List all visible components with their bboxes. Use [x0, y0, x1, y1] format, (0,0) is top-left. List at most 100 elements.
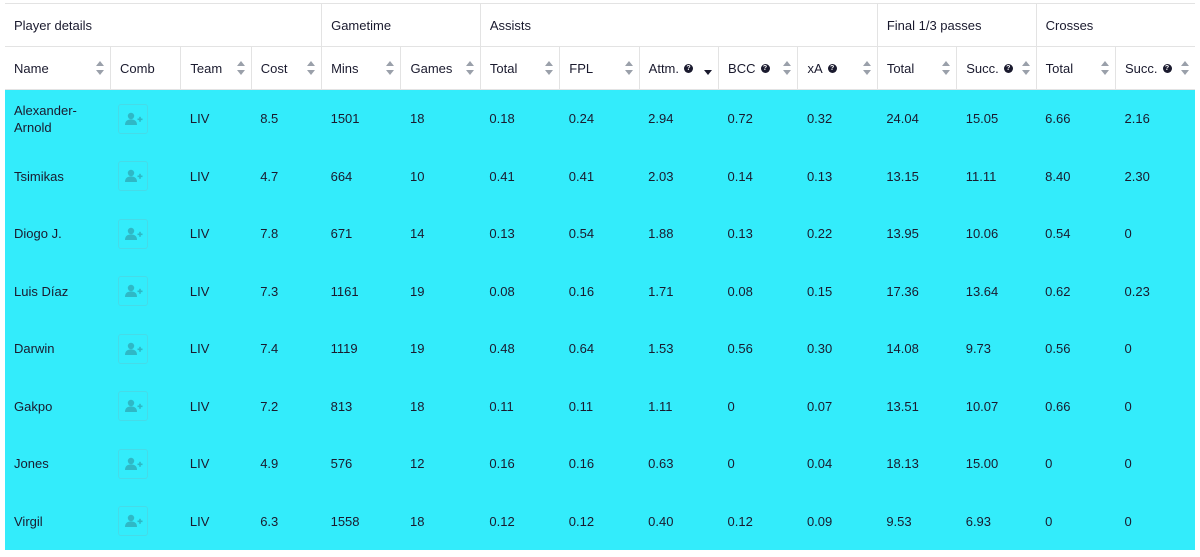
cell-cost: 7.3 — [251, 262, 322, 320]
column-header-assists-total[interactable]: Total — [480, 46, 561, 90]
column-group-crosses: Crosses — [1036, 3, 1195, 47]
table-row: Darwin LIV 7.4 1119 19 0.48 0.64 1.53 0.56 0.30 14… — [5, 320, 1195, 378]
sort-icon[interactable] — [465, 61, 474, 75]
cell-xa: 0.32 — [797, 89, 878, 148]
column-header-gametime-mins[interactable]: Mins — [321, 46, 402, 90]
add-to-comparison-button[interactable] — [117, 391, 148, 422]
cell-cost: 4.7 — [251, 147, 322, 205]
sort-up-arrow — [545, 61, 554, 66]
column-header-assists-xa[interactable]: xA? — [797, 46, 878, 90]
add-to-comparison-button[interactable] — [117, 448, 148, 479]
sort-icon[interactable] — [545, 61, 554, 75]
column-header-label: Cost — [260, 61, 288, 77]
comb-cell — [110, 435, 181, 493]
cell-crosses-succ: 0 — [1115, 435, 1195, 493]
cell-final-total: 17.36 — [877, 262, 957, 320]
column-header-player-details-name[interactable]: Name — [5, 46, 112, 90]
column-header-label: Total — [1045, 61, 1074, 77]
cell-fpl: 0.11 — [559, 377, 640, 435]
cell-crosses-total: 0.56 — [1036, 320, 1116, 378]
add-to-comparison-button[interactable] — [117, 161, 148, 192]
cell-attm: 2.94 — [639, 89, 719, 148]
column-header-assists-fpl[interactable]: FPL — [559, 46, 640, 90]
cell-team: LIV — [180, 435, 252, 493]
cell-final-total: 9.53 — [877, 492, 957, 550]
comb-cell — [110, 492, 181, 550]
cell-xa: 0.15 — [797, 262, 878, 320]
add-user-icon — [124, 342, 143, 355]
help-icon[interactable]: ? — [760, 64, 770, 74]
sort-icon[interactable] — [862, 61, 871, 75]
add-user-icon — [124, 112, 143, 125]
player-name-cell: Tsimikas — [5, 147, 111, 205]
add-to-comparison-button[interactable] — [117, 218, 148, 249]
sort-icon[interactable] — [96, 61, 105, 75]
column-header-crosses-total[interactable]: Total — [1036, 46, 1117, 90]
sort-icon[interactable] — [1181, 61, 1189, 75]
cell-games: 10 — [400, 147, 481, 205]
sort-icon[interactable] — [1101, 61, 1110, 75]
cell-final-total: 13.51 — [877, 377, 957, 435]
table-row: Tsimikas LIV 4.7 664 10 0.41 0.41 2.03 0.14 0.13 1… — [5, 147, 1195, 205]
help-icon[interactable]: ? — [1003, 64, 1013, 74]
column-header-label: Mins — [331, 61, 359, 77]
column-header-assists-attm[interactable]: Attm.? — [639, 46, 720, 90]
sort-up-arrow — [1181, 61, 1189, 66]
comb-cell — [110, 377, 181, 435]
player-name-cell: Virgil — [5, 492, 111, 550]
sort-icon[interactable] — [307, 61, 316, 75]
add-to-comparison-button[interactable] — [117, 103, 148, 134]
cell-attm: 1.53 — [639, 320, 719, 378]
cell-bcc: 0 — [718, 377, 798, 435]
sort-descending-icon[interactable] — [704, 61, 713, 75]
sort-down-arrow — [236, 70, 245, 75]
sort-icon[interactable] — [1021, 61, 1030, 75]
add-to-comparison-button[interactable] — [117, 333, 148, 364]
cell-games: 19 — [400, 320, 481, 378]
column-header-assists-bcc[interactable]: BCC? — [718, 46, 799, 90]
add-user-icon — [124, 227, 143, 240]
cell-final-total: 14.08 — [877, 320, 957, 378]
cell-final-succ: 10.06 — [956, 205, 1037, 263]
help-icon[interactable]: ? — [684, 64, 693, 74]
sort-icon[interactable] — [942, 61, 951, 75]
cell-mins: 1558 — [321, 492, 401, 550]
sort-icon[interactable] — [624, 61, 633, 75]
sort-down-arrow — [704, 70, 713, 75]
cell-crosses-succ: 0 — [1115, 205, 1195, 263]
sort-icon[interactable] — [236, 61, 245, 75]
column-header-label: Total — [886, 61, 915, 77]
cell-cost: 6.3 — [251, 492, 322, 550]
table-row: Luis Díaz LIV 7.3 1161 19 0.08 0.16 1.71 0.08 0.1… — [5, 262, 1195, 320]
cell-final-succ: 9.73 — [956, 320, 1037, 378]
cell-crosses-total: 6.66 — [1036, 89, 1116, 148]
cell-fpl: 0.16 — [559, 435, 640, 493]
help-icon[interactable]: ? — [827, 64, 837, 74]
sort-icon[interactable] — [783, 61, 792, 75]
add-to-comparison-button[interactable] — [117, 506, 148, 537]
table-row: Jones LIV 4.9 576 12 0.16 0.16 0.63 0 0.04 18.13 15… — [5, 435, 1195, 493]
column-header-player-details-team[interactable]: Team — [180, 46, 252, 90]
cell-final-total: 24.04 — [877, 89, 957, 148]
cell-games: 18 — [400, 89, 481, 148]
column-header-player-details-cost[interactable]: Cost — [251, 46, 323, 90]
sort-up-arrow — [386, 61, 395, 66]
column-header-final-1-3-passes-total[interactable]: Total — [877, 46, 958, 90]
add-user-icon — [124, 285, 143, 298]
sort-down-arrow — [96, 70, 105, 75]
player-stats-table-container: Player details Gametime Assists Final 1/3 p… — [5, 3, 1195, 550]
add-to-comparison-button[interactable] — [117, 276, 148, 307]
sort-icon[interactable] — [386, 61, 395, 75]
player-name-cell: Jones — [5, 435, 111, 493]
column-header-crosses-succ[interactable]: Succ.? — [1115, 46, 1195, 90]
cell-mins: 1161 — [321, 262, 401, 320]
cell-xa: 0.13 — [797, 147, 878, 205]
help-icon[interactable]: ? — [1162, 64, 1172, 74]
column-header-final-1-3-passes-succ[interactable]: Succ.? — [956, 46, 1037, 90]
cell-cost: 7.8 — [251, 205, 322, 263]
column-header-label: Games — [410, 61, 453, 77]
cell-attm: 0.63 — [639, 435, 719, 493]
sort-up-arrow — [862, 61, 871, 66]
sort-down-arrow — [1181, 70, 1189, 75]
column-header-gametime-games[interactable]: Games — [400, 46, 481, 90]
